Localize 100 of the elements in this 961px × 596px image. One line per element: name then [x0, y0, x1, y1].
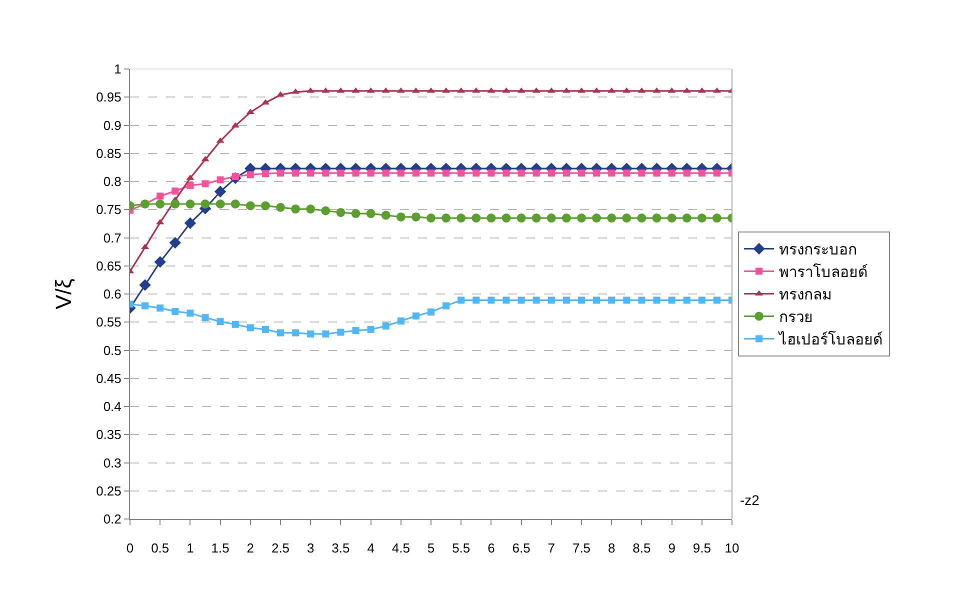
point [352, 87, 360, 93]
x-tick-label: 6.5 [512, 540, 530, 556]
x-tick-label: 9.5 [692, 540, 711, 556]
y-tick-label: 0.45 [96, 370, 122, 386]
point [216, 200, 225, 208]
point [562, 214, 571, 223]
point [367, 326, 374, 333]
x-tick-label: 5.5 [452, 540, 470, 556]
point [668, 87, 676, 93]
point [322, 330, 330, 338]
x-tick-label: 5 [427, 540, 435, 556]
point [336, 208, 346, 217]
point [518, 296, 525, 304]
point [246, 324, 254, 332]
point [260, 201, 270, 210]
point [307, 330, 314, 338]
point [396, 87, 405, 93]
point [622, 87, 631, 93]
point [232, 320, 239, 328]
point [230, 200, 240, 208]
point [578, 296, 585, 304]
point [502, 87, 510, 93]
point [668, 170, 676, 177]
point [593, 296, 600, 304]
point [352, 327, 360, 334]
point [214, 186, 226, 198]
point [231, 122, 240, 128]
x-tick-label: 3 [306, 540, 314, 556]
point [366, 87, 375, 93]
point [397, 170, 404, 177]
point [397, 318, 404, 324]
point [653, 296, 660, 304]
x-tick-label: 4.5 [392, 540, 410, 556]
point [548, 296, 555, 304]
point [336, 87, 345, 93]
point [442, 170, 450, 177]
point [622, 214, 632, 223]
point [562, 170, 570, 177]
point [637, 214, 646, 223]
x-tick-label: 3.5 [332, 540, 350, 556]
point [578, 170, 585, 177]
point [516, 214, 526, 223]
point [366, 209, 376, 218]
point [202, 314, 209, 322]
x-tick-label: 7 [548, 540, 556, 556]
point [412, 312, 420, 320]
point [277, 170, 284, 177]
point [502, 170, 510, 177]
x-tick-label: 10 [724, 540, 740, 556]
x-tick-label: 0.5 [151, 540, 170, 556]
point [472, 214, 481, 223]
point [652, 87, 661, 93]
point [653, 170, 660, 177]
point [200, 200, 210, 208]
point [532, 214, 541, 223]
point [381, 210, 390, 220]
y-tick-label: 0.35 [96, 427, 122, 442]
point [488, 170, 495, 177]
point [532, 296, 540, 304]
point [548, 170, 555, 177]
point [638, 170, 646, 177]
point [292, 329, 300, 336]
point [487, 87, 496, 93]
point [411, 212, 420, 222]
point [139, 279, 151, 291]
point [577, 214, 586, 223]
legend-label: ทรงกระบอก [779, 242, 858, 259]
x-axis-title: -z2 [740, 492, 760, 508]
point [367, 170, 374, 177]
point [458, 296, 465, 304]
point [546, 214, 556, 223]
point [396, 212, 406, 222]
point [202, 180, 209, 188]
point [321, 206, 330, 216]
x-tick-label: 8.5 [632, 540, 651, 556]
x-tick-label: 8 [608, 540, 616, 556]
point [623, 170, 630, 177]
point [291, 204, 300, 214]
point [276, 202, 285, 212]
point [593, 170, 600, 177]
point [172, 188, 179, 195]
point [592, 87, 601, 93]
point [713, 170, 720, 177]
point [307, 170, 314, 177]
point [712, 87, 721, 93]
point [456, 214, 466, 223]
point [184, 217, 196, 229]
point [186, 310, 194, 317]
point [154, 256, 166, 268]
point [517, 87, 526, 93]
x-tick-label: 7.5 [572, 540, 591, 556]
point [668, 296, 676, 304]
x-tick-label: 9 [668, 540, 676, 556]
point [442, 302, 450, 310]
point [246, 108, 254, 114]
point [322, 170, 330, 177]
point [682, 214, 692, 223]
legend-label: ไฮเปอร์โบลอยด์ [778, 330, 884, 349]
point [172, 308, 179, 315]
point [697, 214, 706, 223]
